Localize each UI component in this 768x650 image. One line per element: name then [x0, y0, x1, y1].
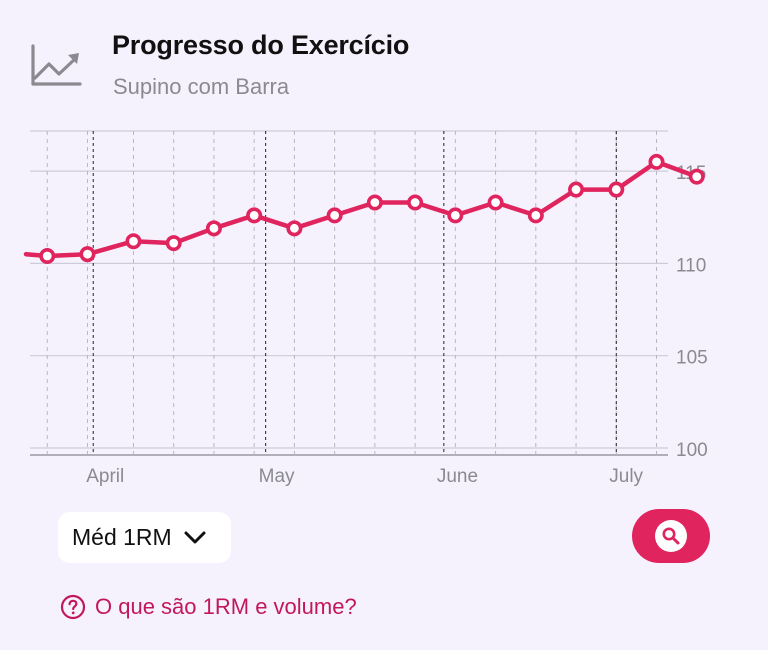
y-tick-label: 105 [676, 348, 708, 369]
help-link-text: O que são 1RM e volume? [95, 594, 357, 619]
y-tick-label: 110 [676, 255, 706, 276]
metric-select-label: Méd 1RM [72, 524, 172, 550]
data-point [286, 220, 303, 237]
y-tick-label: 100 [676, 440, 708, 461]
data-point [125, 233, 142, 250]
exercise-subtitle: Supino com Barra [113, 74, 290, 99]
line-chart-icon [31, 44, 82, 86]
help-link[interactable]: O que são 1RM e volume? [60, 593, 357, 621]
data-point [407, 194, 424, 211]
page-title: Progresso do Exercício [112, 30, 410, 60]
magnifier-icon [662, 527, 680, 545]
data-point [366, 194, 383, 211]
data-point [205, 220, 222, 237]
data-point [326, 207, 343, 224]
chevron-down-icon [184, 531, 206, 543]
data-point [688, 168, 705, 185]
zoom-button-circle [655, 520, 687, 552]
data-point [39, 248, 56, 265]
x-tick-label: May [259, 466, 295, 487]
question-circle-icon [60, 594, 86, 620]
data-point [527, 207, 544, 224]
header: Progresso do Exercício Supino com Barra [0, 0, 768, 120]
x-tick-label: April [86, 466, 124, 487]
data-point [487, 194, 504, 211]
x-tick-label: June [437, 466, 478, 487]
progress-chart[interactable]: 100105110115AprilMayJuneJuly [0, 120, 768, 500]
data-point [447, 207, 464, 224]
data-point [648, 153, 665, 170]
data-point [165, 235, 182, 252]
data-point [246, 207, 263, 224]
x-tick-label: July [609, 466, 643, 487]
metric-select[interactable]: Méd 1RM [58, 512, 231, 563]
data-point [79, 246, 96, 263]
zoom-button[interactable] [632, 509, 710, 563]
data-point [608, 181, 625, 198]
data-point [568, 181, 585, 198]
